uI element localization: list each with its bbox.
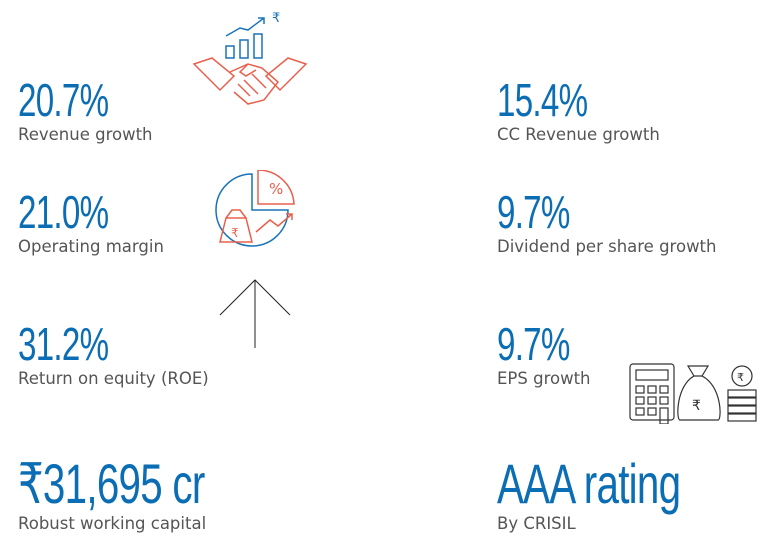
metric-value: 20.7% xyxy=(18,74,109,126)
metric-label: By CRISIL xyxy=(497,514,576,533)
metric-label: Dividend per share growth xyxy=(497,237,717,256)
icon-symbol: ₹ xyxy=(692,398,701,414)
metric-value: 31.2% xyxy=(18,318,109,370)
metric-label: Robust working capital xyxy=(18,514,207,533)
metric: 15.4% CC Revenue growth xyxy=(497,76,660,146)
icon-symbol: ₹ xyxy=(272,11,280,26)
metric-label: Return on equity (ROE) xyxy=(18,369,209,388)
metric: 31.2% Return on equity (ROE) xyxy=(18,320,209,390)
icon-symbol: ₹ xyxy=(231,226,239,240)
metric-label: Revenue growth xyxy=(18,125,153,144)
metric: 9.7% Dividend per share growth xyxy=(497,188,717,258)
pie-icon: % ₹ xyxy=(215,170,295,247)
metric-value: 9.7% xyxy=(497,318,570,370)
icon-symbol: ₹ xyxy=(737,371,744,384)
metric-value: 21.0% xyxy=(18,186,109,238)
metric-label: CC Revenue growth xyxy=(497,125,660,144)
metric-value: 9.7% xyxy=(497,186,570,238)
icon-symbol: % xyxy=(269,180,283,198)
calculator-icon: ₹ ₹ xyxy=(629,363,757,424)
metric-value: ₹31,695 cr xyxy=(18,452,205,515)
metric-value: 15.4% xyxy=(497,74,588,126)
metric: 20.7% Revenue growth xyxy=(18,76,153,146)
metric-label: EPS growth xyxy=(497,369,591,388)
metric: AAA rating By CRISIL xyxy=(497,455,752,535)
metric: ₹31,695 cr Robust working capital xyxy=(18,455,277,535)
arrow-icon xyxy=(219,279,291,348)
handshake-icon: ₹ xyxy=(192,11,308,105)
metric: 21.0% Operating margin xyxy=(18,188,164,258)
metric-label: Operating margin xyxy=(18,237,164,256)
metric-value: AAA rating xyxy=(497,452,681,515)
metric: 9.7% EPS growth xyxy=(497,320,598,390)
